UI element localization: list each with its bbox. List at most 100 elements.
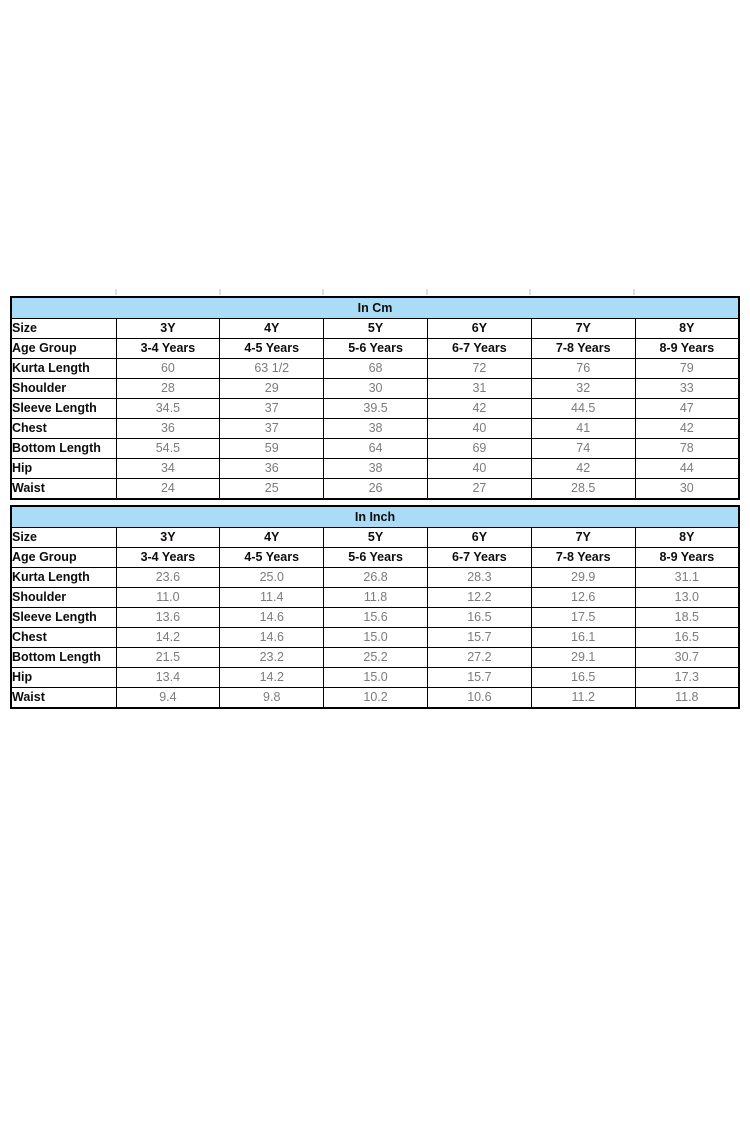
- value-cell: 28.3: [426, 567, 532, 588]
- row-label: Chest: [10, 418, 117, 439]
- value-cell: 10.6: [426, 687, 532, 709]
- value-cell: 15.7: [426, 667, 532, 688]
- value-cell: 30: [323, 378, 428, 399]
- value-cell: 37: [219, 398, 325, 419]
- column-header-cell: 5Y: [323, 318, 428, 339]
- row-label: Shoulder: [10, 378, 117, 399]
- value-cell: 76: [530, 358, 636, 379]
- row-label: Size: [10, 527, 117, 548]
- table-row: Waist 9.4 9.8 10.2 10.6 11.2 11.8: [10, 687, 740, 709]
- value-cell: 31: [426, 378, 532, 399]
- table-row: Bottom Length 21.5 23.2 25.2 27.2 29.1 30.7: [10, 647, 740, 668]
- column-header-cell: 7Y: [530, 318, 636, 339]
- value-cell: 27: [426, 478, 532, 500]
- value-cell: 32: [530, 378, 636, 399]
- value-cell: 16.5: [530, 667, 636, 688]
- row-label: Waist: [10, 478, 117, 500]
- column-header-cell: 5Y: [323, 527, 428, 548]
- row-label: Kurta Length: [10, 358, 117, 379]
- table-row: Chest 36 37 38 40 41 42: [10, 418, 740, 439]
- table-row: Age Group 3-4 Years 4-5 Years 5-6 Years 6-7 …: [10, 547, 740, 568]
- value-cell: 74: [530, 438, 636, 459]
- column-header-cell: 5-6 Years: [323, 338, 428, 359]
- value-cell: 25.0: [219, 567, 325, 588]
- value-cell: 27.2: [426, 647, 532, 668]
- table-row: Shoulder 11.0 11.4 11.8 12.2 12.6 13.0: [10, 587, 740, 608]
- value-cell: 16.5: [426, 607, 532, 628]
- table-row: Size 3Y 4Y 5Y 6Y 7Y 8Y: [10, 527, 740, 548]
- value-cell: 11.0: [115, 587, 221, 608]
- value-cell: 25: [219, 478, 325, 500]
- value-cell: 26.8: [323, 567, 428, 588]
- value-cell: 11.8: [634, 687, 740, 709]
- value-cell: 15.6: [323, 607, 428, 628]
- gridline-tick: [219, 289, 221, 295]
- value-cell: 11.2: [530, 687, 636, 709]
- row-label: Size: [10, 318, 117, 339]
- value-cell: 15.0: [323, 627, 428, 648]
- value-cell: 47: [634, 398, 740, 419]
- value-cell: 14.2: [219, 667, 325, 688]
- value-cell: 17.3: [634, 667, 740, 688]
- value-cell: 34: [115, 458, 221, 479]
- table-row: Sleeve Length 34.5 37 39.5 42 44.5 47: [10, 398, 740, 419]
- row-label: Kurta Length: [10, 567, 117, 588]
- column-header-cell: 3-4 Years: [115, 338, 221, 359]
- value-cell: 17.5: [530, 607, 636, 628]
- column-header-cell: 7-8 Years: [530, 547, 636, 568]
- value-cell: 9.8: [219, 687, 325, 709]
- table-row: Kurta Length 60 63 1/2 68 72 76 79: [10, 358, 740, 379]
- value-cell: 42: [530, 458, 636, 479]
- column-header-cell: 6Y: [426, 318, 532, 339]
- column-header-cell: 7Y: [530, 527, 636, 548]
- gridline-tick: [633, 289, 635, 295]
- value-cell: 9.4: [115, 687, 221, 709]
- value-cell: 37: [219, 418, 325, 439]
- column-header-cell: 3Y: [115, 318, 221, 339]
- value-cell: 40: [426, 418, 532, 439]
- table-row: Hip 34 36 38 40 42 44: [10, 458, 740, 479]
- value-cell: 28: [115, 378, 221, 399]
- value-cell: 11.4: [219, 587, 325, 608]
- column-header-cell: 8Y: [634, 527, 740, 548]
- row-label: Waist: [10, 687, 117, 709]
- column-header-cell: 8-9 Years: [634, 338, 740, 359]
- gridline-tick: [529, 289, 531, 295]
- value-cell: 28.5: [530, 478, 636, 500]
- value-cell: 54.5: [115, 438, 221, 459]
- value-cell: 38: [323, 458, 428, 479]
- value-cell: 42: [634, 418, 740, 439]
- size-table-cm-container: In Cm Size 3Y 4Y 5Y 6Y 7Y 8Y Age Group 3-4 Years 4…: [10, 296, 740, 500]
- table-title: In Cm: [10, 296, 740, 319]
- size-table-inch: In Inch Size 3Y 4Y 5Y 6Y 7Y 8Y Age Group 3-4 Year…: [10, 505, 740, 709]
- value-cell: 36: [115, 418, 221, 439]
- table-row: Age Group 3-4 Years 4-5 Years 5-6 Years 6-7 …: [10, 338, 740, 359]
- value-cell: 24: [115, 478, 221, 500]
- column-header-cell: 8-9 Years: [634, 547, 740, 568]
- value-cell: 44.5: [530, 398, 636, 419]
- value-cell: 21.5: [115, 647, 221, 668]
- value-cell: 23.2: [219, 647, 325, 668]
- value-cell: 34.5: [115, 398, 221, 419]
- column-header-cell: 4-5 Years: [219, 338, 325, 359]
- value-cell: 29.9: [530, 567, 636, 588]
- value-cell: 44: [634, 458, 740, 479]
- value-cell: 40: [426, 458, 532, 479]
- column-header-cell: 6Y: [426, 527, 532, 548]
- value-cell: 68: [323, 358, 428, 379]
- column-header-cell: 6-7 Years: [426, 338, 532, 359]
- column-header-cell: 6-7 Years: [426, 547, 532, 568]
- value-cell: 30: [634, 478, 740, 500]
- column-header-cell: 4-5 Years: [219, 547, 325, 568]
- row-label: Bottom Length: [10, 438, 117, 459]
- value-cell: 63 1/2: [219, 358, 325, 379]
- row-label: Hip: [10, 667, 117, 688]
- value-cell: 29.1: [530, 647, 636, 668]
- column-header-cell: 7-8 Years: [530, 338, 636, 359]
- column-header-cell: 3-4 Years: [115, 547, 221, 568]
- value-cell: 30.7: [634, 647, 740, 668]
- value-cell: 11.8: [323, 587, 428, 608]
- value-cell: 33: [634, 378, 740, 399]
- row-label: Hip: [10, 458, 117, 479]
